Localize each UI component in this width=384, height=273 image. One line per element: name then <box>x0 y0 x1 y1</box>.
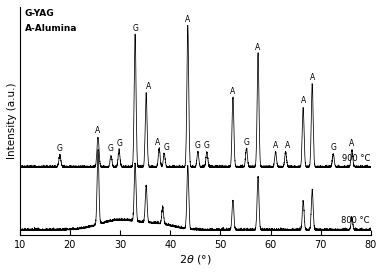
Text: G: G <box>57 144 63 153</box>
Text: G: G <box>108 144 114 153</box>
Text: G-YAG: G-YAG <box>25 9 55 17</box>
Text: G: G <box>195 141 201 150</box>
Text: G: G <box>116 140 122 149</box>
Text: G: G <box>330 143 336 152</box>
Text: G: G <box>132 23 138 32</box>
Text: G: G <box>163 143 169 152</box>
Text: A: A <box>146 82 151 91</box>
Text: 900 °C: 900 °C <box>341 154 370 162</box>
Text: G: G <box>204 141 210 150</box>
Text: A: A <box>310 73 315 82</box>
Text: A-Alumina: A-Alumina <box>25 23 77 32</box>
X-axis label: 2$\theta$ (°): 2$\theta$ (°) <box>179 253 212 266</box>
Text: A: A <box>95 126 101 135</box>
Text: G: G <box>243 138 250 147</box>
Text: A: A <box>349 140 354 149</box>
Text: A: A <box>155 138 160 147</box>
Text: A: A <box>273 141 278 150</box>
Y-axis label: Intensity (a.u.): Intensity (a.u.) <box>7 83 17 159</box>
Text: A: A <box>230 87 235 96</box>
Text: A: A <box>285 141 290 150</box>
Text: 800 °C: 800 °C <box>341 216 370 225</box>
Text: A: A <box>255 43 261 52</box>
Text: A: A <box>185 15 190 24</box>
Text: A: A <box>301 96 306 105</box>
